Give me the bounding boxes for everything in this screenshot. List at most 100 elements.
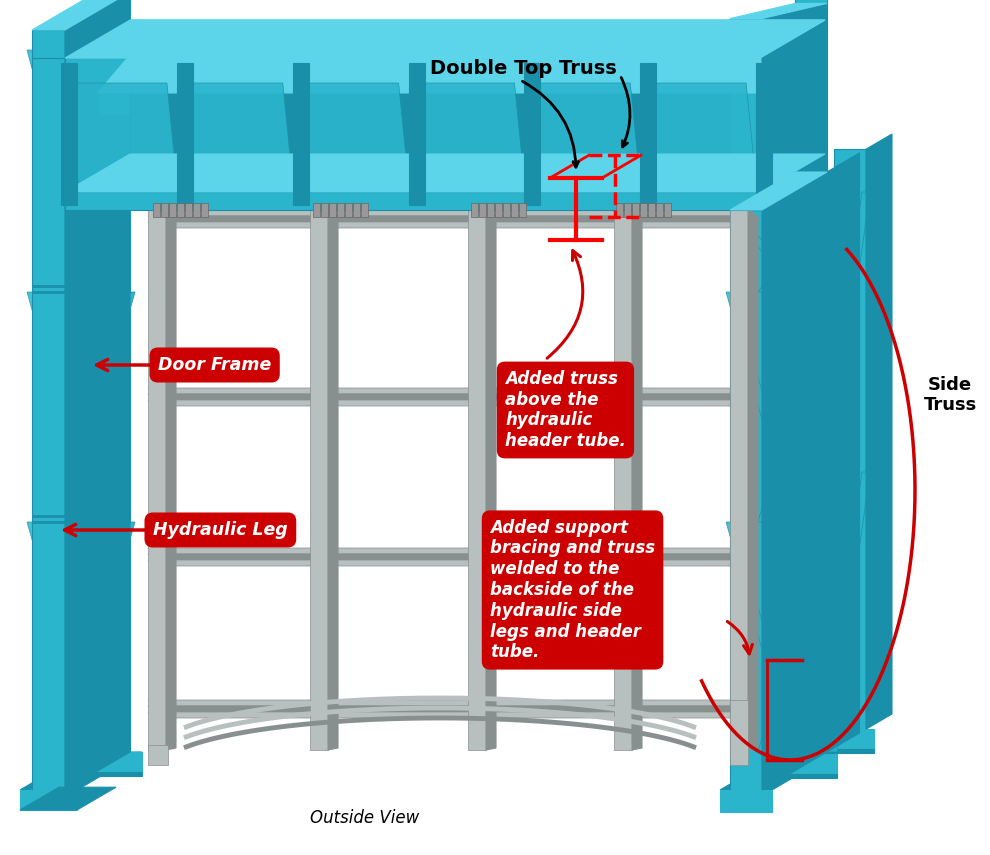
Polygon shape <box>785 752 837 774</box>
Polygon shape <box>32 0 130 30</box>
Polygon shape <box>184 83 294 192</box>
Polygon shape <box>762 3 827 210</box>
Polygon shape <box>293 63 309 205</box>
Polygon shape <box>756 63 772 205</box>
Polygon shape <box>148 210 758 216</box>
Polygon shape <box>827 153 859 752</box>
Bar <box>640 203 647 217</box>
Bar <box>503 203 510 217</box>
Text: Added truss
above the
hydraulic
header tube.: Added truss above the hydraulic header t… <box>505 370 626 451</box>
Bar <box>345 203 352 217</box>
Polygon shape <box>130 20 825 154</box>
Polygon shape <box>310 210 328 750</box>
Polygon shape <box>532 83 642 192</box>
Polygon shape <box>20 752 142 790</box>
Bar <box>153 203 160 217</box>
Polygon shape <box>148 706 758 712</box>
Polygon shape <box>795 172 827 752</box>
Bar <box>169 203 176 217</box>
Bar <box>337 203 344 217</box>
Polygon shape <box>785 774 837 778</box>
Polygon shape <box>97 0 130 20</box>
Bar <box>161 203 168 217</box>
Polygon shape <box>85 752 142 772</box>
Polygon shape <box>97 45 795 217</box>
Polygon shape <box>27 292 102 522</box>
Text: Outside View: Outside View <box>311 809 420 827</box>
Polygon shape <box>758 522 831 752</box>
Polygon shape <box>641 63 656 205</box>
Bar <box>495 203 502 217</box>
Polygon shape <box>27 50 102 292</box>
Polygon shape <box>65 20 825 58</box>
Polygon shape <box>65 192 760 210</box>
Polygon shape <box>65 154 825 192</box>
Bar <box>361 203 368 217</box>
Bar <box>201 203 208 217</box>
Polygon shape <box>758 292 831 522</box>
Polygon shape <box>730 172 827 210</box>
Polygon shape <box>647 83 757 192</box>
Polygon shape <box>726 522 799 752</box>
Text: Double Top Truss: Double Top Truss <box>430 58 617 78</box>
Polygon shape <box>748 210 758 750</box>
Polygon shape <box>148 712 758 718</box>
Polygon shape <box>32 20 130 58</box>
Text: Side
Truss: Side Truss <box>924 375 976 415</box>
Bar <box>511 203 518 217</box>
Polygon shape <box>65 20 130 790</box>
Polygon shape <box>60 50 135 292</box>
Bar <box>321 203 328 217</box>
Polygon shape <box>468 210 486 750</box>
Polygon shape <box>27 522 102 752</box>
Polygon shape <box>758 202 831 292</box>
Bar <box>185 203 192 217</box>
Text: Added support
bracing and truss
welded to the
backside of the
hydraulic side
leg: Added support bracing and truss welded t… <box>490 519 655 662</box>
Polygon shape <box>486 210 496 750</box>
Polygon shape <box>61 63 77 205</box>
Polygon shape <box>823 192 870 472</box>
Polygon shape <box>720 767 811 790</box>
Polygon shape <box>60 522 135 752</box>
Polygon shape <box>177 63 193 205</box>
Bar <box>648 203 655 217</box>
Polygon shape <box>148 222 758 228</box>
Polygon shape <box>85 772 142 776</box>
Polygon shape <box>97 20 795 197</box>
Bar <box>664 203 671 217</box>
Polygon shape <box>726 292 799 522</box>
Polygon shape <box>300 83 410 192</box>
Polygon shape <box>97 55 825 93</box>
Polygon shape <box>97 93 793 115</box>
Polygon shape <box>795 0 827 172</box>
Polygon shape <box>866 134 892 729</box>
Polygon shape <box>60 292 135 522</box>
Polygon shape <box>68 83 178 192</box>
Polygon shape <box>148 745 168 765</box>
Text: Door Frame: Door Frame <box>158 356 271 374</box>
Bar <box>632 203 639 217</box>
Bar <box>329 203 336 217</box>
Polygon shape <box>525 63 541 205</box>
Polygon shape <box>726 202 799 292</box>
Bar <box>193 203 200 217</box>
Polygon shape <box>148 394 758 400</box>
Polygon shape <box>148 700 758 706</box>
Polygon shape <box>148 210 166 750</box>
Bar <box>177 203 184 217</box>
Polygon shape <box>730 3 827 19</box>
Polygon shape <box>730 210 762 790</box>
Polygon shape <box>148 216 758 222</box>
Bar <box>624 203 631 217</box>
Bar <box>479 203 486 217</box>
Polygon shape <box>632 210 642 750</box>
Polygon shape <box>730 210 748 750</box>
Polygon shape <box>791 192 838 472</box>
Polygon shape <box>730 700 748 765</box>
Polygon shape <box>148 554 758 560</box>
Polygon shape <box>409 63 425 205</box>
Text: Hydraulic Leg: Hydraulic Leg <box>153 521 288 539</box>
Polygon shape <box>826 749 874 753</box>
Polygon shape <box>166 210 176 750</box>
Polygon shape <box>791 472 838 752</box>
